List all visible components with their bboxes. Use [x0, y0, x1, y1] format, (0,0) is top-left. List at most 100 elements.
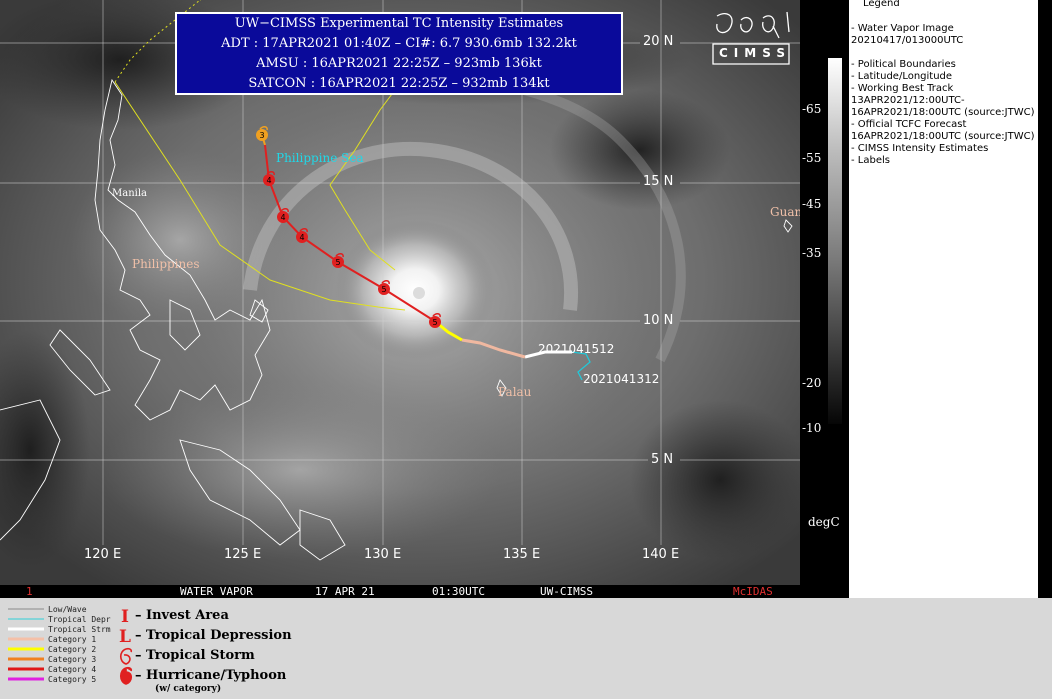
- best-track-category-2: [436, 321, 463, 342]
- best-track-tropical-strm: [524, 350, 572, 359]
- lon-label-120e: 120 E: [84, 547, 122, 562]
- forecast-typhoon-tail: [280, 208, 289, 213]
- cimss-logo: CIMSS: [705, 8, 797, 66]
- image-date: 17 APR 21: [315, 585, 375, 598]
- lat-label-10n: 10 N: [643, 313, 674, 328]
- tropical-storm-icon: [119, 647, 133, 665]
- track-start-label-a: 2021041512: [538, 342, 615, 356]
- legend-line: - Political Boundaries: [851, 59, 956, 70]
- colorbar-tick-55: -55: [802, 151, 822, 165]
- forecast-cone: [114, 81, 406, 311]
- lon-label-140e: 140 E: [642, 547, 680, 562]
- lat-lon-grid: [0, 0, 800, 545]
- forecast-category-label: 3: [259, 131, 264, 140]
- category-label: Tropical Strm: [48, 625, 111, 634]
- category-label: Category 1: [48, 635, 97, 644]
- forecast-typhoon-icon: [277, 211, 289, 223]
- image-time: 01:30UTC: [432, 585, 485, 598]
- satcon-estimate: SATCON : 16APR2021 22:25Z – 932mb 134kt: [248, 76, 550, 91]
- forecast-typhoon-tail: [432, 313, 441, 318]
- symbol-glyphs: I L: [119, 607, 133, 685]
- adt-estimate: ADT : 17APR2021 01:40Z – CI#: 6.7 930.6m…: [221, 36, 577, 51]
- category-label: Category 3: [48, 655, 97, 664]
- forecast-typhoon-tail: [259, 126, 268, 131]
- label-philippine-sea: Philippine Sea: [276, 151, 364, 165]
- lon-label-130e: 130 E: [364, 547, 402, 562]
- hurricane-typhoon-icon: [119, 666, 133, 685]
- colorbar-gradient: [828, 58, 842, 424]
- category-label: Category 5: [48, 675, 97, 684]
- lat-label-15n: 15 N: [643, 174, 674, 189]
- intensity-estimates-box: UW−CIMSS Experimental TC Intensity Estim…: [175, 12, 623, 95]
- colorbar-tick-35: -35: [802, 246, 822, 260]
- dry-air-region: [630, 400, 800, 560]
- cimss-logo-graphic: [712, 11, 790, 65]
- legend-line: 20210417/013000UTC: [851, 35, 964, 46]
- colorbar-unit: degC: [808, 515, 840, 529]
- track-legend-graphic: I L: [8, 607, 133, 685]
- forecast-typhoon-tail: [266, 171, 275, 176]
- forecast-category-label: 5: [335, 258, 340, 267]
- cloud-shield: [70, 150, 290, 330]
- lon-label-135e: 135 E: [503, 547, 541, 562]
- legend-line: - CIMSS Intensity Estimates: [851, 143, 989, 154]
- category-lines: [8, 608, 44, 681]
- legend-line: 16APR2021/18:00UTC (source:JTWC): [851, 107, 1035, 118]
- track-start-label-b: 2021041312: [583, 372, 660, 386]
- forecast-typhoon-icon: [378, 283, 390, 295]
- intensity-box-title: UW−CIMSS Experimental TC Intensity Estim…: [234, 16, 564, 31]
- colorbar-tick-20: -20: [802, 376, 822, 390]
- invest-area-icon: I: [121, 607, 129, 627]
- typhoon-eye: [413, 287, 425, 299]
- colorbar-tick-45: -45: [802, 197, 822, 211]
- symbol-label-typhoon: – Hurricane/Typhoon: [135, 668, 287, 683]
- category-label: Low/Wave: [48, 605, 87, 614]
- symbol-label-storm: – Tropical Storm: [135, 648, 255, 663]
- legend-line: - Water Vapor Image: [851, 23, 954, 34]
- forecast-category-label: 4: [280, 213, 285, 222]
- track-legend: I L Low/Wave Tropical Depr Tropical Strm…: [0, 598, 1052, 699]
- category-label: Category 4: [48, 665, 97, 674]
- colorbar-tick-65: -65: [802, 102, 822, 116]
- best-track-category-1: [461, 338, 526, 359]
- lat-label-5n: 5 N: [651, 452, 674, 467]
- forecast-typhoon-icon: [332, 256, 344, 268]
- dry-air-region: [0, 330, 90, 570]
- forecast-category-label: 5: [381, 285, 386, 294]
- category-label: Category 2: [48, 645, 97, 654]
- symbol-label-invest: – Invest Area: [135, 608, 229, 623]
- forecast-typhoon-tail: [381, 280, 390, 285]
- label-guam: Guam: [770, 205, 806, 219]
- legend-line: 16APR2021/18:00UTC (source:JTWC): [851, 131, 1035, 142]
- legend-line: - Official TCFC Forecast: [851, 119, 967, 130]
- legend-line: - Labels: [851, 155, 890, 166]
- forecast-typhoon-icon: [429, 316, 441, 328]
- forecast-category-label: 4: [266, 176, 271, 185]
- label-palau: Palau: [498, 385, 532, 399]
- temperature-colorbar: -65 -55 -45 -35 -20 -10 degC: [800, 0, 849, 598]
- lat-label-20n: 20 N: [643, 34, 674, 49]
- legend-line: 13APR2021/12:00UTC-: [851, 95, 965, 106]
- cloud-shield: [100, 380, 500, 560]
- political-boundaries: [0, 78, 793, 561]
- channel-name: WATER VAPOR: [180, 585, 253, 598]
- legend-title: Legend: [863, 0, 900, 9]
- forecast-typhoon-tail: [335, 253, 344, 258]
- forecast-typhoon-icon: [263, 174, 275, 186]
- cimss-logo-text: CIMSS: [719, 46, 791, 60]
- forecast-typhoon-icon: [256, 129, 268, 141]
- symbol-label-depression: – Tropical Depression: [135, 628, 292, 643]
- colorbar-tick-10: -10: [802, 421, 822, 435]
- frame-number: 1: [26, 585, 33, 598]
- symbol-note: (w/ category): [155, 684, 222, 694]
- best-track-tropical-depr: [571, 351, 591, 381]
- forecast-category-label: 5: [432, 318, 437, 327]
- legend-panel: Legend - Water Vapor Image 20210417/0130…: [849, 0, 1038, 598]
- legend-line: - Latitude/Longitude: [851, 71, 953, 82]
- label-manila: Manila: [112, 188, 147, 199]
- category-label: Tropical Depr: [48, 615, 111, 624]
- status-bar: 1 WATER VAPOR 17 APR 21 01:30UTC UW-CIMS…: [0, 585, 800, 598]
- forecast-typhoon-icon: [296, 231, 308, 243]
- label-philippines: Philippines: [132, 257, 200, 271]
- image-source: UW-CIMSS: [540, 585, 593, 598]
